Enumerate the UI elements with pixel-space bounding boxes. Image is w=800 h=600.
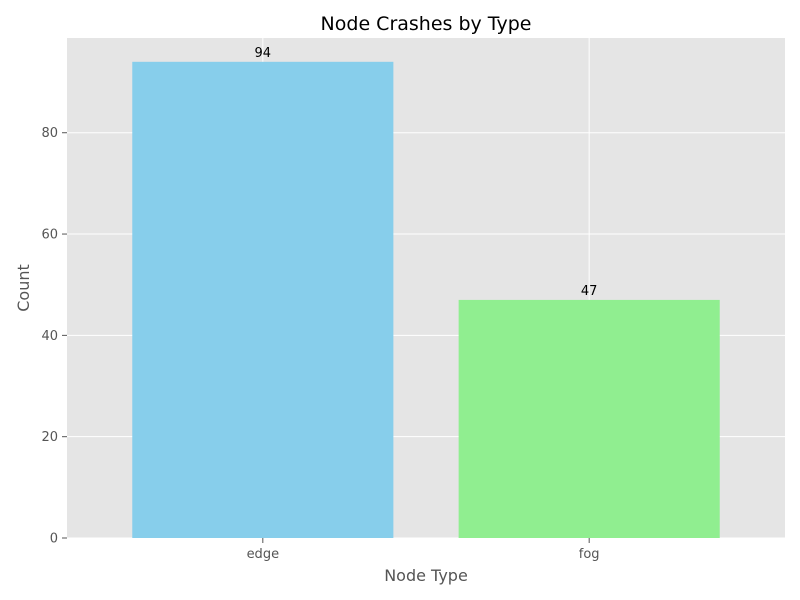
y-tick-label: 0	[50, 532, 58, 547]
bar-edge	[132, 61, 394, 539]
x-axis-title: Node Type	[384, 566, 468, 585]
y-axis-title: Count	[14, 264, 33, 312]
chart-title: Node Crashes by Type	[321, 13, 532, 35]
y-tick-label: 60	[41, 228, 58, 243]
bars	[132, 61, 720, 539]
ticks: 0 20 40 60 80 edge fog	[41, 126, 599, 562]
x-tick-label: fog	[579, 547, 600, 562]
data-labels: 94 47	[255, 46, 598, 299]
data-label: 94	[255, 46, 272, 61]
y-tick-label: 20	[41, 430, 58, 445]
y-tick-label: 80	[41, 126, 58, 141]
y-tick-label: 40	[41, 329, 58, 344]
data-label: 47	[581, 284, 598, 299]
bar-fog	[458, 299, 720, 538]
x-tick-label: edge	[247, 547, 280, 562]
